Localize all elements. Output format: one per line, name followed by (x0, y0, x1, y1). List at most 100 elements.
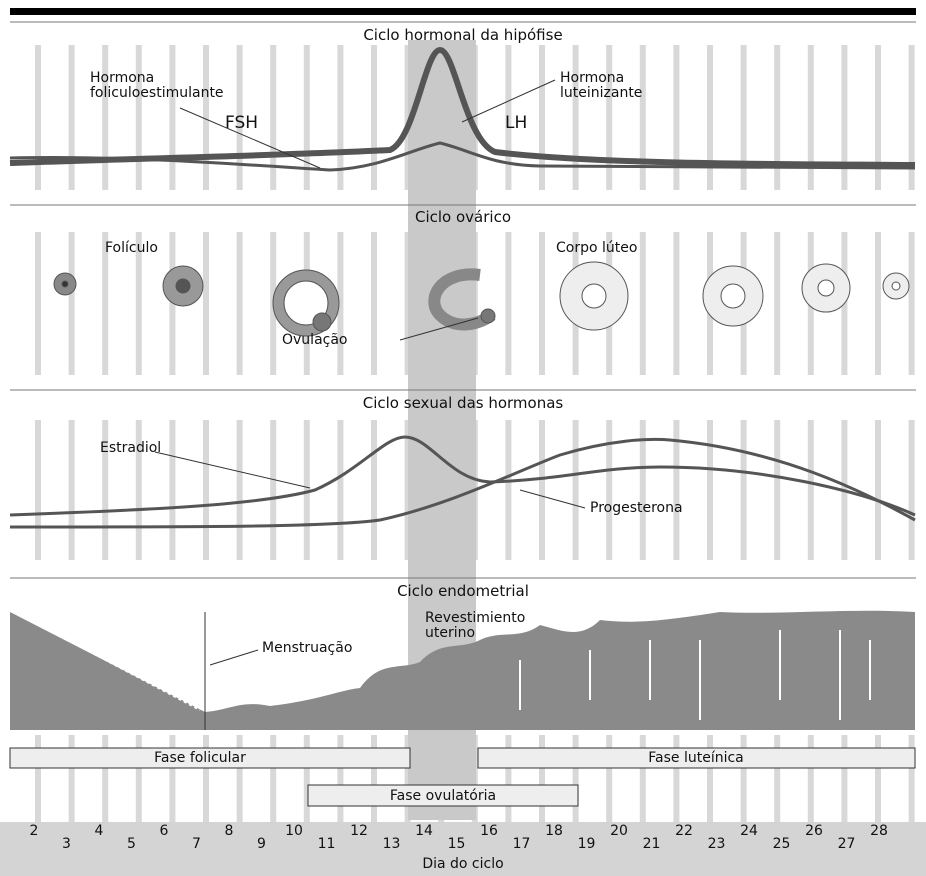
progesterone-label: Progesterona (590, 500, 683, 516)
pointer (209, 649, 259, 666)
day-stripe (875, 735, 881, 822)
lh-abbr: LH (505, 113, 527, 133)
day-label: 19 (578, 836, 596, 852)
day-stripe (908, 232, 915, 375)
day-stripe (236, 420, 243, 560)
day-stripe (539, 45, 545, 190)
day-label: 8 (225, 823, 234, 839)
day-label: 13 (383, 836, 401, 852)
day-stripe (908, 735, 915, 822)
panel-title: Ciclo sexual das hormonas (363, 394, 564, 412)
day-stripe (135, 735, 142, 822)
day-stripe (404, 420, 411, 560)
day-stripe (35, 420, 41, 560)
day-stripe (303, 420, 310, 560)
day-label: 21 (643, 836, 661, 852)
day-label: 7 (192, 836, 201, 852)
day-label: 4 (95, 823, 104, 839)
day-stripe (203, 420, 209, 560)
menstruation-label: Menstruação (262, 640, 352, 656)
day-stripe (135, 45, 142, 190)
day-label: 23 (708, 836, 726, 852)
day-stripe (505, 232, 512, 375)
day-stripe (270, 45, 277, 190)
day-stripe (807, 45, 814, 190)
day-stripe (606, 420, 613, 560)
day-label: 28 (870, 823, 888, 839)
day-stripe (68, 232, 75, 375)
day-stripe (404, 45, 411, 190)
day-label: 11 (318, 836, 336, 852)
phase-label: Fase ovulatória (390, 788, 496, 804)
follicle-label: Folículo (105, 240, 158, 256)
day-stripe (68, 45, 75, 190)
day-label: 15 (448, 836, 466, 852)
day-stripe (203, 45, 209, 190)
day-stripe (169, 420, 176, 560)
fsh-abbr: FSH (225, 113, 258, 133)
day-stripe (606, 45, 613, 190)
pointer (461, 79, 556, 123)
day-stripe (539, 735, 545, 822)
day-stripe (303, 45, 310, 190)
day-stripe (707, 45, 713, 190)
day-stripe (404, 735, 411, 822)
day-stripe (841, 735, 848, 822)
estradiol-curve (9, 435, 916, 517)
day-label: 14 (415, 823, 433, 839)
phase-label: Fase luteínica (648, 750, 744, 766)
day-stripe (673, 45, 680, 190)
day-stripe (270, 735, 277, 822)
phase-box (477, 747, 916, 769)
day-stripe (673, 420, 680, 560)
day-stripe (169, 45, 176, 190)
day-stripe (606, 735, 613, 822)
day-stripe (807, 735, 814, 822)
day-stripe (371, 232, 377, 375)
day-stripe (908, 45, 915, 190)
lh-label: Hormona luteinizante (560, 70, 642, 101)
day-label: 17 (513, 836, 531, 852)
day-stripe (303, 735, 310, 822)
day-stripe (169, 735, 176, 822)
day-label: 16 (480, 823, 498, 839)
fsh-curve (9, 141, 916, 172)
day-stripe (404, 232, 411, 375)
day-stripe (875, 420, 881, 560)
pointer (519, 489, 586, 509)
day-stripe (572, 735, 579, 822)
day-stripe (203, 735, 209, 822)
label-line: luteinizante (560, 85, 642, 101)
pointer (154, 451, 311, 489)
follicles (53, 261, 910, 337)
day-stripe (371, 45, 377, 190)
label-line: Hormona (90, 70, 154, 86)
day-stripe (740, 45, 747, 190)
day-stripe (639, 420, 646, 560)
day-label: 24 (740, 823, 758, 839)
day-label: 6 (160, 823, 169, 839)
day-stripe (236, 45, 243, 190)
day-stripe (673, 735, 680, 822)
label-line: uterino (425, 625, 475, 641)
day-stripe (774, 45, 781, 190)
day-stripe (774, 735, 781, 822)
day-stripe (135, 232, 142, 375)
day-stripe (505, 735, 512, 822)
day-stripe (270, 420, 277, 560)
phase-box (307, 784, 579, 807)
day-stripe (102, 735, 109, 822)
day-label: 2 (30, 823, 39, 839)
day-label: 5 (127, 836, 136, 852)
ovulation-label: Ovulação (282, 332, 348, 348)
day-stripe (875, 45, 881, 190)
day-stripe (337, 232, 344, 375)
day-stripe (740, 735, 747, 822)
day-stripe (875, 232, 881, 375)
panel-title: Ciclo hormonal da hipófise (363, 26, 562, 44)
day-label: 18 (545, 823, 563, 839)
day-label: 9 (257, 836, 266, 852)
lining-label: Revestimiento uterino (425, 610, 525, 641)
panel-title: Ciclo endometrial (397, 582, 529, 600)
day-label: 12 (350, 823, 368, 839)
